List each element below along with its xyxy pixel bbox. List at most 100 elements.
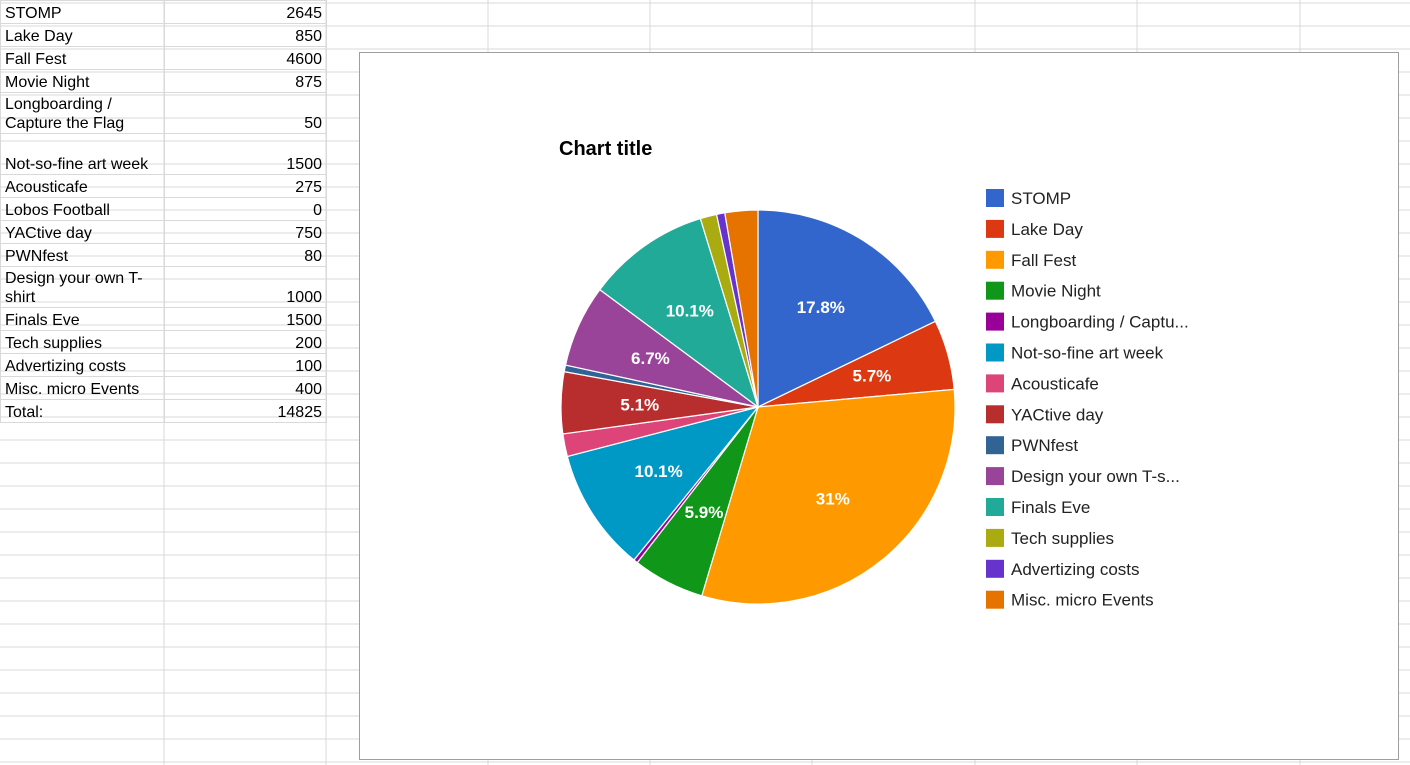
slice-label: 17.8% [797, 298, 845, 317]
legend-swatch [986, 467, 1004, 486]
sheet-row: Finals Eve 1500 [0, 307, 327, 331]
cell-label[interactable]: Fall Fest [0, 46, 165, 70]
cell-value[interactable]: 1500 [164, 307, 327, 331]
legend-entry[interactable]: Acousticafe [986, 374, 1099, 393]
sheet-row: Lake Day 850 [0, 23, 327, 47]
slice-label: 5.7% [853, 367, 892, 386]
cell-value[interactable]: 850 [164, 23, 327, 47]
pie-slice[interactable] [566, 405, 760, 561]
legend-swatch [986, 374, 1004, 393]
sheet-row: STOMP 2645 [0, 0, 327, 24]
legend-label: Acousticafe [1011, 374, 1099, 393]
legend-label: Design your own T-s... [1011, 467, 1180, 486]
cell-value[interactable]: 1500 [164, 133, 327, 175]
sheet-row: Tech supplies 200 [0, 330, 327, 354]
slice-label: 31% [816, 490, 850, 509]
sheet-row: Not-so-fine art week 1500 [0, 133, 327, 175]
sheet-row: Longboarding / Capture the Flag 50 [0, 92, 327, 134]
sheet-row: YACtive day 750 [0, 220, 327, 244]
legend-entry[interactable]: Finals Eve [986, 498, 1090, 517]
legend-swatch [986, 189, 1004, 207]
cell-value[interactable]: 875 [164, 69, 327, 93]
cell-label[interactable]: Advertizing costs [0, 353, 165, 377]
cell-value[interactable]: 4600 [164, 46, 327, 70]
legend-swatch [986, 498, 1004, 516]
cell-label[interactable]: Movie Night [0, 69, 165, 93]
pie-slice[interactable] [757, 209, 937, 408]
slice-label: 5.1% [620, 395, 659, 414]
pie-slice[interactable] [724, 209, 759, 408]
pie-chart-svg: Chart title 17.8% 5.7% 31% 5.9% 10.1% 5.1% 6.7%… [559, 138, 1189, 610]
legend-entry[interactable]: Longboarding / Captu... [986, 312, 1189, 332]
cell-label[interactable]: Acousticafe [0, 174, 165, 198]
cell-value[interactable]: 14825 [164, 399, 327, 423]
slice-label: 5.9% [685, 503, 724, 522]
cell-label[interactable]: PWNfest [0, 243, 165, 267]
cell-label[interactable]: Total: [0, 399, 165, 423]
cell-value[interactable]: 2645 [164, 0, 327, 24]
cell-label[interactable]: Longboarding / Capture the Flag [0, 92, 165, 134]
legend-swatch [986, 343, 1004, 362]
legend-label: Finals Eve [1011, 498, 1090, 517]
legend-entry[interactable]: Movie Night [986, 281, 1101, 301]
slice-label: 6.7% [631, 349, 670, 368]
legend-entry[interactable]: Not-so-fine art week [986, 343, 1164, 363]
cell-label[interactable]: Lake Day [0, 23, 165, 47]
legend-entry[interactable]: Fall Fest [986, 250, 1076, 270]
legend-swatch [986, 528, 1004, 547]
cell-value[interactable]: 275 [164, 174, 327, 198]
legend-swatch [986, 312, 1004, 331]
legend-entry[interactable]: YACtive day [986, 405, 1104, 424]
cell-value[interactable]: 100 [164, 353, 327, 377]
legend-label: Tech supplies [1011, 529, 1114, 548]
cell-value[interactable]: 200 [164, 330, 327, 354]
slice-label: 10.1% [666, 301, 714, 320]
cell-label[interactable]: YACtive day [0, 220, 165, 244]
sheet-row: Movie Night 875 [0, 69, 327, 93]
legend-swatch [986, 405, 1004, 424]
cell-label[interactable]: STOMP [0, 0, 165, 24]
legend-entry[interactable]: STOMP [986, 189, 1071, 208]
cell-value[interactable]: 1000 [164, 266, 327, 308]
sheet-row: Advertizing costs 100 [0, 353, 327, 377]
legend-label: Movie Night [1011, 282, 1101, 301]
legend-label: Lake Day [1011, 220, 1083, 239]
sheet-row: Lobos Football 0 [0, 197, 327, 221]
legend-swatch [986, 559, 1004, 578]
cell-label[interactable]: Design your own T-shirt [0, 266, 165, 308]
legend-entry[interactable]: Design your own T-s... [986, 467, 1180, 486]
legend-label: YACtive day [1011, 405, 1104, 424]
cell-label[interactable]: Finals Eve [0, 307, 165, 331]
pie-slice[interactable] [598, 217, 760, 409]
pie-slice[interactable] [701, 388, 956, 605]
cell-value[interactable]: 80 [164, 243, 327, 267]
legend-swatch [986, 590, 1004, 609]
legend-swatch [986, 219, 1004, 238]
sheet-row: Fall Fest 4600 [0, 46, 327, 70]
slice-label: 10.1% [634, 462, 682, 481]
cell-label[interactable]: Misc. micro Events [0, 376, 165, 400]
legend-label: PWNfest [1011, 436, 1078, 455]
legend-entry[interactable]: Lake Day [986, 219, 1083, 239]
legend-label: Not-so-fine art week [1011, 344, 1164, 363]
cell-value[interactable]: 50 [164, 92, 327, 134]
cell-value[interactable]: 750 [164, 220, 327, 244]
legend-entry[interactable]: Tech supplies [986, 528, 1114, 548]
legend-label: Fall Fest [1011, 251, 1076, 270]
legend-label: Longboarding / Captu... [1011, 313, 1189, 332]
pie-chart[interactable]: Chart title 17.8% 5.7% 31% 5.9% 10.1% 5.1% 6.7%… [359, 52, 1399, 760]
legend-label: STOMP [1011, 189, 1071, 208]
legend-entry[interactable]: PWNfest [986, 436, 1078, 455]
legend-entry[interactable]: Misc. micro Events [986, 590, 1154, 610]
cell-value[interactable]: 0 [164, 197, 327, 221]
legend-label: Advertizing costs [1011, 560, 1140, 579]
legend-swatch [986, 436, 1004, 455]
legend-entry[interactable]: Advertizing costs [986, 559, 1140, 579]
sheet-row: PWNfest 80 [0, 243, 327, 267]
cell-label[interactable]: Not-so-fine art week [0, 133, 165, 175]
cell-value[interactable]: 400 [164, 376, 327, 400]
cell-label[interactable]: Tech supplies [0, 330, 165, 354]
cell-label[interactable]: Lobos Football [0, 197, 165, 221]
legend-swatch [986, 250, 1004, 269]
sheet-row: Design your own T-shirt 1000 [0, 266, 327, 308]
